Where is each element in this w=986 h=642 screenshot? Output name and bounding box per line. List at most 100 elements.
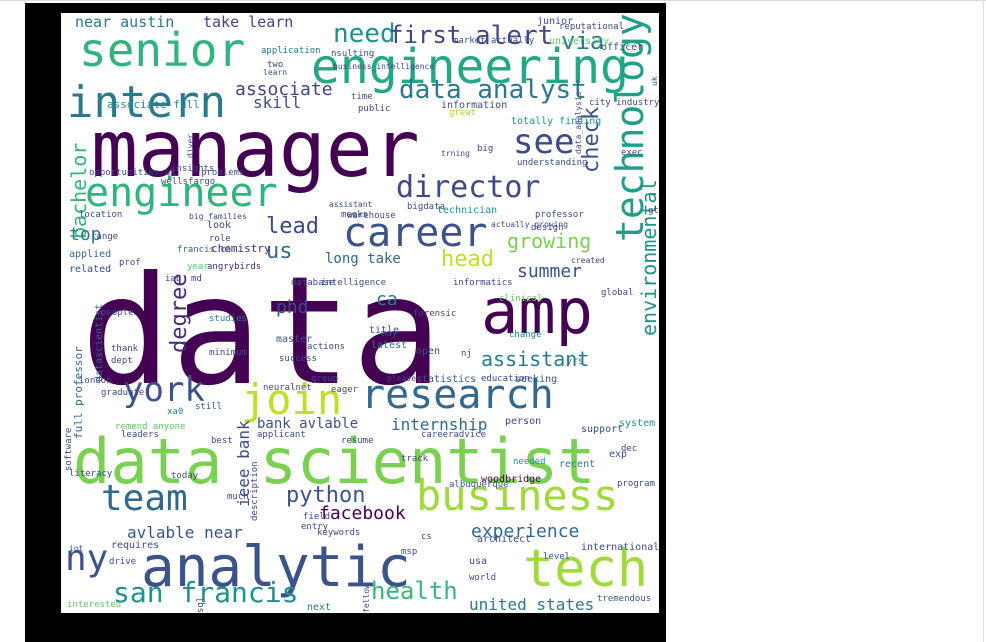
cloud-word: big_families [189, 212, 247, 221]
cloud-word: facebook [319, 503, 406, 524]
cloud-word: eager [331, 385, 359, 395]
cloud-word: support [581, 424, 624, 435]
cloud-word: understanding [517, 158, 588, 168]
cloud-word: iab [165, 274, 182, 284]
cloud-word: officer [601, 42, 644, 53]
cloud-word: range [91, 232, 119, 242]
cloud-word: take learn [203, 13, 294, 31]
cloud-word: today [171, 471, 199, 481]
cloud-word: level [543, 552, 571, 562]
cloud-word: tremendous [597, 594, 652, 604]
cloud-word: bigdata [407, 202, 445, 212]
cloud-word: python [286, 483, 366, 508]
cloud-word: master [276, 334, 313, 345]
cloud-word: two [267, 60, 284, 70]
cloud-word: summer [517, 261, 583, 282]
cloud-word: md [191, 274, 202, 284]
cloud-word: time [351, 92, 373, 102]
cloud-word: fellow [362, 584, 371, 613]
cloud-word: health [371, 577, 458, 605]
cloud-word: actually growing [491, 220, 569, 229]
cloud-word: analytic [141, 535, 411, 600]
cloud-word: informatics [453, 278, 513, 288]
cloud-word: internship [391, 415, 488, 434]
cloud-word: skill [253, 93, 302, 112]
cloud-word: ca [376, 289, 398, 310]
notebook-cell-border-right [983, 0, 984, 642]
cloud-word: please [387, 374, 416, 383]
cloud-word: architect [477, 534, 532, 545]
cloud-word: studies [209, 314, 247, 324]
cloud-word: best [211, 436, 233, 446]
cloud-word: junior [537, 16, 574, 27]
word-cloud: data manager data scientist analytic enginee… [61, 13, 659, 613]
cloud-word: remend anyone [115, 422, 186, 432]
cloud-word: york [123, 370, 205, 410]
cloud-word: nsulting [331, 49, 375, 59]
cloud-word: intelligence [321, 278, 387, 288]
cloud-word: applicant [257, 430, 306, 440]
cloud-word: gt [648, 206, 659, 216]
cloud-word: head [441, 247, 494, 272]
cloud-word: software [64, 427, 74, 472]
cloud-word: education [481, 374, 530, 384]
cloud-word: data_analysis [574, 91, 583, 155]
cloud-word: graduate [101, 388, 145, 398]
cloud-word: open [416, 346, 441, 357]
cloud-word: data scientist [73, 425, 596, 498]
cloud-word: totally finding [511, 116, 602, 127]
cloud-word: public [358, 104, 391, 114]
cloud-word: still [195, 402, 223, 412]
cloud-word: london [79, 376, 112, 386]
cloud-word: requires [111, 540, 160, 551]
cloud-word: look [207, 220, 232, 231]
notebook-cell-border-top [0, 0, 986, 1]
cloud-word: cs [421, 532, 432, 542]
cloud-word: engineering [311, 39, 629, 95]
cloud-word: team [101, 478, 188, 519]
cloud-word: exec [621, 148, 643, 158]
cloud-word: dec [621, 444, 638, 454]
cloud-word: chemistry [211, 242, 271, 255]
cloud-word: degree [167, 273, 192, 353]
cloud-word: location [79, 210, 123, 220]
cloud-word: interested [67, 600, 122, 610]
cloud-word: change [509, 330, 542, 340]
cloud-word: reputational [559, 22, 625, 32]
cloud-word: director [396, 170, 541, 205]
cloud-word: university [549, 36, 610, 47]
cloud-word: data [81, 245, 443, 419]
cloud-word: needed [513, 457, 546, 467]
cloud-word: research [361, 372, 554, 418]
cloud-word: xa0 [167, 407, 184, 417]
cloud-word: application [261, 46, 321, 56]
cloud-word: group [311, 374, 339, 384]
cloud-word: system [619, 418, 656, 429]
cloud-word: msp [401, 547, 418, 557]
cloud-word: business [416, 471, 619, 520]
cloud-word: role [209, 234, 231, 244]
cloud-word: careeradvice [421, 430, 487, 440]
cloud-word: see [513, 122, 575, 162]
cloud-word: technician [437, 205, 498, 216]
cloud-word: professor [535, 210, 584, 220]
cloud-word: iot [69, 544, 84, 553]
cloud-word: trning [441, 149, 470, 158]
cloud-word: global [601, 288, 634, 298]
cloud-word: related [69, 264, 112, 275]
cloud-word: city industry [589, 98, 659, 108]
cloud-word: exp [609, 449, 628, 460]
cloud-word: much [227, 492, 249, 502]
cloud-word: nj [461, 349, 472, 359]
cloud-word: title [369, 325, 400, 336]
cloud-word: forensic [413, 309, 457, 319]
cloud-word: applied [69, 249, 112, 260]
cloud-word: us [266, 239, 293, 264]
cloud-word: problems [201, 168, 245, 178]
cloud-word: long take [325, 251, 401, 267]
cloud-word: senior [79, 23, 246, 77]
cloud-word: resume [341, 436, 374, 446]
cloud-word: wellsfargo [161, 177, 216, 187]
cloud-word: neuralnet [263, 383, 312, 393]
cloud-word: top [69, 224, 102, 245]
